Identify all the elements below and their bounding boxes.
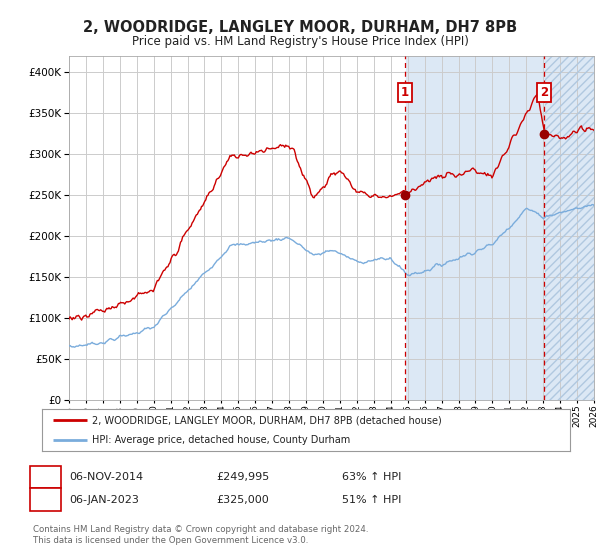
Text: 2, WOODRIDGE, LANGLEY MOOR, DURHAM, DH7 8PB: 2, WOODRIDGE, LANGLEY MOOR, DURHAM, DH7 … bbox=[83, 20, 517, 35]
Text: Price paid vs. HM Land Registry's House Price Index (HPI): Price paid vs. HM Land Registry's House … bbox=[131, 35, 469, 48]
Text: Contains HM Land Registry data © Crown copyright and database right 2024.
This d: Contains HM Land Registry data © Crown c… bbox=[33, 525, 368, 545]
Text: HPI: Average price, detached house, County Durham: HPI: Average price, detached house, Coun… bbox=[92, 435, 350, 445]
Text: 06-JAN-2023: 06-JAN-2023 bbox=[69, 494, 139, 505]
Text: 2: 2 bbox=[42, 494, 49, 505]
Text: 51% ↑ HPI: 51% ↑ HPI bbox=[342, 494, 401, 505]
Text: 1: 1 bbox=[401, 86, 409, 99]
Text: £325,000: £325,000 bbox=[216, 494, 269, 505]
Text: 2: 2 bbox=[539, 86, 548, 99]
Text: 2, WOODRIDGE, LANGLEY MOOR, DURHAM, DH7 8PB (detached house): 2, WOODRIDGE, LANGLEY MOOR, DURHAM, DH7 … bbox=[92, 415, 442, 425]
Text: 06-NOV-2014: 06-NOV-2014 bbox=[69, 472, 143, 482]
Text: 63% ↑ HPI: 63% ↑ HPI bbox=[342, 472, 401, 482]
Text: 1: 1 bbox=[42, 472, 49, 482]
Text: £249,995: £249,995 bbox=[216, 472, 269, 482]
